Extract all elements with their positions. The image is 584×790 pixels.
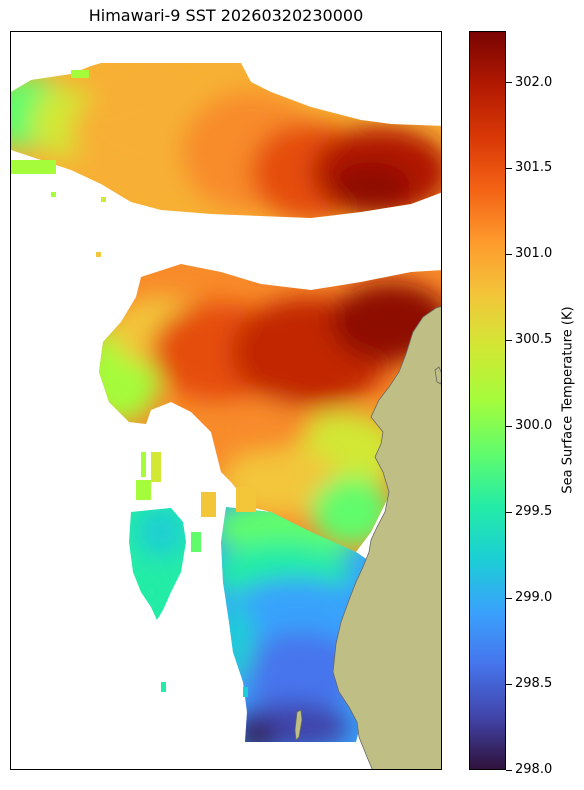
colorbar-tick (506, 167, 512, 169)
sst-west-patch (129, 508, 186, 620)
colorbar-tick (506, 82, 512, 84)
small-island (294, 709, 303, 741)
colorbar (469, 31, 506, 770)
colorbar-tick-label: 299.5 (515, 504, 553, 520)
colorbar-tick-label: 300.5 (515, 332, 553, 348)
map-frame (10, 31, 442, 770)
small-island (434, 366, 441, 385)
colorbar-tick (506, 769, 512, 771)
colorbar-tick (506, 339, 512, 341)
colorbar-label: Sea Surface Temperature (K) (560, 306, 576, 494)
sst-map (11, 63, 441, 769)
colorbar-tick-label: 301.0 (515, 246, 553, 262)
colorbar-tick (506, 683, 512, 685)
sst-north-band (11, 63, 441, 218)
plot-title: Himawari-9 SST 20260320230000 (88, 6, 364, 25)
colorbar-tick (506, 511, 512, 513)
colorbar-tick-label: 301.5 (515, 160, 553, 176)
colorbar-tick-label: 299.0 (515, 590, 553, 606)
land-mass (332, 306, 441, 769)
sst-scattered-pixels (11, 70, 256, 697)
colorbar-tick-label: 298.0 (515, 762, 553, 777)
colorbar-tick (506, 597, 512, 599)
colorbar-tick-label: 298.5 (515, 676, 553, 692)
colorbar-tick (506, 425, 512, 427)
colorbar-tick-label: 300.0 (515, 418, 553, 434)
colorbar-tick-label: 302.0 (515, 74, 553, 90)
colorbar-tick (506, 253, 512, 255)
